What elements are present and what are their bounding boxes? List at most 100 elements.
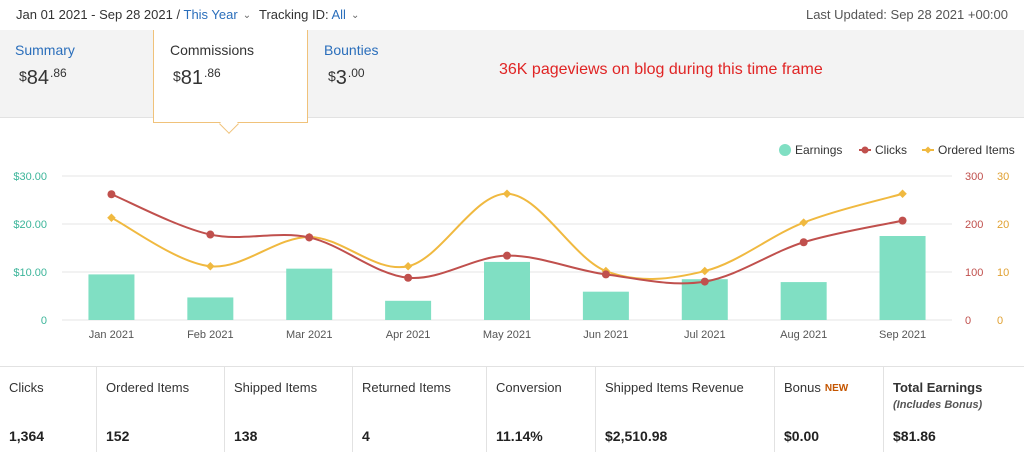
earnings-bar — [879, 236, 926, 320]
stats-row: Clicks 1,364 Ordered Items 152 Shipped I… — [0, 366, 1024, 452]
ordered-items-point — [502, 189, 512, 199]
stat-label: Returned Items — [362, 380, 451, 395]
legend-label: Ordered Items — [938, 143, 1015, 157]
stat-ordered-items: Ordered Items 152 — [96, 367, 224, 452]
summary-band: Summary $84.86 Commissions $81.86 Bounti… — [0, 30, 1024, 123]
tab-summary[interactable]: Summary $84.86 — [15, 30, 145, 118]
new-badge: NEW — [824, 383, 849, 394]
stat-returned-items: Returned Items 4 — [352, 367, 486, 452]
x-axis-label: Mar 2021 — [286, 329, 332, 341]
chevron-down-icon[interactable]: ⌄ — [350, 10, 360, 21]
clicks-point — [898, 216, 907, 225]
clicks-point — [404, 273, 413, 282]
earnings-bar — [187, 297, 234, 320]
ordered-items-point — [403, 261, 413, 271]
clicks-axis-tick: 200 — [965, 219, 983, 231]
stat-value: $2,510.98 — [605, 428, 668, 444]
earnings-chart: 0 $10.00 $20.00 $30.00 0 100 200 300 0 10 20 30 Jan … — [13, 143, 1015, 341]
summary-amount: $84.86 — [19, 66, 67, 89]
commissions-amount: $81.86 — [173, 66, 221, 89]
period-selector[interactable]: This Year — [183, 7, 238, 22]
chevron-down-icon[interactable]: ⌄ — [242, 10, 252, 21]
clicks-point — [305, 233, 314, 242]
x-axis-label: Aug 2021 — [780, 329, 827, 341]
x-axis-label: Apr 2021 — [386, 329, 431, 341]
left-axis-tick: 0 — [41, 315, 47, 327]
last-updated-text: Last Updated: Sep 28 2021 +00:00 — [805, 7, 1008, 22]
left-axis-tick: $20.00 — [13, 219, 47, 231]
clicks-axis-tick: 0 — [965, 315, 971, 327]
tracking-id-selector[interactable]: Tracking ID: All ⌄ — [259, 7, 359, 22]
ordered-items-axis-tick: 10 — [997, 267, 1009, 279]
stat-shipped-revenue: Shipped Items Revenue $2,510.98 — [595, 367, 774, 452]
stat-label: Shipped Items Revenue — [605, 380, 744, 395]
clicks-point — [799, 238, 808, 247]
ordered-items-axis-tick: 0 — [997, 315, 1003, 327]
earnings-bar — [286, 268, 333, 320]
stat-value: 1,364 — [9, 428, 45, 444]
earnings-bar — [681, 279, 728, 320]
stat-value: 138 — [234, 428, 258, 444]
ordered-items-point — [107, 213, 116, 223]
legend-label: Earnings — [795, 143, 842, 157]
clicks-axis-tick: 100 — [965, 267, 983, 279]
report-header: Jan 01 2021 - Sep 28 2021 / This Year ⌄ T… — [0, 0, 1024, 30]
ordered-items-axis-tick: 20 — [997, 219, 1009, 231]
ordered-items-axis-tick: 30 — [997, 171, 1009, 183]
stat-conversion: Conversion 11.14% — [486, 367, 595, 452]
clicks-point — [503, 251, 511, 260]
x-axis-label: Sep 2021 — [879, 329, 926, 341]
stat-label: Ordered Items — [106, 380, 190, 395]
clicks-point — [700, 277, 709, 286]
stat-sublabel: (Includes Bonus) — [893, 399, 983, 411]
stat-total-earnings: Total Earnings (Includes Bonus) $81.86 — [883, 367, 1024, 452]
clicks-axis-tick: 300 — [965, 171, 983, 183]
earnings-bar — [88, 274, 135, 320]
tracking-id-value[interactable]: All — [331, 7, 346, 22]
tab-summary-label[interactable]: Summary — [15, 42, 75, 58]
annotation-note: 36K pageviews on blog during this time f… — [499, 61, 823, 78]
tab-commissions[interactable]: Commissions $81.86 — [153, 30, 308, 123]
ordered-items-point — [799, 218, 808, 227]
x-axis-label: May 2021 — [483, 329, 531, 341]
ordered-items-point — [700, 266, 710, 276]
left-axis-tick: $10.00 — [13, 267, 47, 279]
tracking-id-label: Tracking ID: — [259, 7, 329, 22]
left-axis-tick: $30.00 — [13, 171, 47, 183]
legend-clicks-marker-dot — [861, 146, 869, 154]
stat-value: 11.14% — [496, 428, 543, 444]
stat-bonus: Bonus NEW $0.00 — [774, 367, 883, 452]
stat-value: $0.00 — [784, 428, 820, 444]
stat-label: Clicks — [9, 380, 44, 395]
legend-ordered-items-marker-diamond — [924, 146, 932, 154]
stat-clicks: Clicks 1,364 — [0, 367, 96, 452]
stat-shipped-items: Shipped Items 138 — [224, 367, 352, 452]
tab-bounties-label[interactable]: Bounties — [324, 42, 379, 58]
stat-value: $81.86 — [893, 428, 936, 444]
stat-label: Bonus NEW — [784, 380, 849, 395]
stat-value: 4 — [362, 428, 370, 444]
stat-label: Conversion — [496, 380, 562, 395]
stat-value: 152 — [106, 428, 130, 444]
clicks-point — [601, 270, 610, 279]
clicks-point — [107, 190, 116, 199]
clicks-point — [206, 230, 215, 239]
tab-commissions-label[interactable]: Commissions — [170, 42, 255, 58]
tab-bounties[interactable]: Bounties $3.00 — [324, 30, 464, 118]
x-axis-label: Feb 2021 — [187, 329, 233, 341]
earnings-bar — [780, 282, 827, 320]
stat-label: Total Earnings — [893, 380, 983, 395]
stat-label: Shipped Items — [234, 380, 318, 395]
date-range-text: Jan 01 2021 - Sep 28 2021 — [16, 7, 173, 22]
legend-label: Clicks — [875, 143, 907, 157]
x-axis-label: Jun 2021 — [583, 329, 628, 341]
x-axis-label: Jul 2021 — [684, 329, 726, 341]
earnings-bar — [385, 300, 432, 320]
bounties-amount: $3.00 — [328, 66, 365, 89]
ordered-items-point — [898, 189, 907, 199]
earnings-bar — [484, 261, 530, 320]
date-range-selector[interactable]: Jan 01 2021 - Sep 28 2021 / This Year ⌄ — [16, 7, 251, 22]
x-axis-label: Jan 2021 — [89, 329, 134, 341]
date-range-separator: / — [176, 7, 181, 22]
ordered-items-point — [206, 261, 215, 271]
